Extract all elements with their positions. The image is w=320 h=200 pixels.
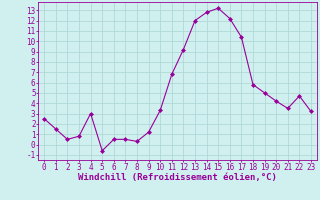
X-axis label: Windchill (Refroidissement éolien,°C): Windchill (Refroidissement éolien,°C) [78,173,277,182]
